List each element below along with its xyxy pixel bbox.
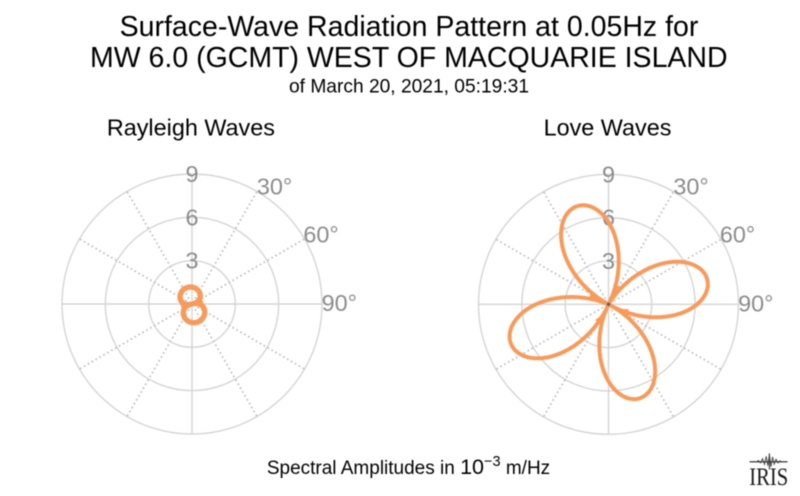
- svg-text:3: 3: [602, 248, 615, 274]
- svg-text:of March 20, 2021, 05:19:31: of March 20, 2021, 05:19:31: [289, 77, 529, 98]
- svg-text:6: 6: [185, 204, 198, 230]
- svg-text:30°: 30°: [673, 174, 708, 200]
- svg-text:60°: 60°: [720, 222, 755, 248]
- svg-text:Love Waves: Love Waves: [544, 115, 672, 141]
- svg-text:30°: 30°: [257, 173, 292, 199]
- svg-text:90°: 90°: [322, 290, 357, 316]
- svg-text:9: 9: [602, 161, 615, 187]
- svg-text:90°: 90°: [738, 290, 773, 316]
- svg-text:60°: 60°: [303, 221, 338, 247]
- svg-text:Surface-Wave Radiation Pattern: Surface-Wave Radiation Pattern at 0.05Hz…: [120, 11, 699, 43]
- svg-text:Spectral Amplitudes in 10−3 m/: Spectral Amplitudes in 10−3 m/Hz: [267, 454, 550, 479]
- svg-text:IRIS: IRIS: [749, 462, 788, 491]
- svg-text:9: 9: [185, 161, 198, 187]
- svg-text:3: 3: [185, 248, 198, 274]
- svg-text:Rayleigh Waves: Rayleigh Waves: [107, 115, 275, 141]
- svg-text:MW 6.0 (GCMT) WEST OF MACQUARI: MW 6.0 (GCMT) WEST OF MACQUARIE ISLAND: [90, 42, 728, 74]
